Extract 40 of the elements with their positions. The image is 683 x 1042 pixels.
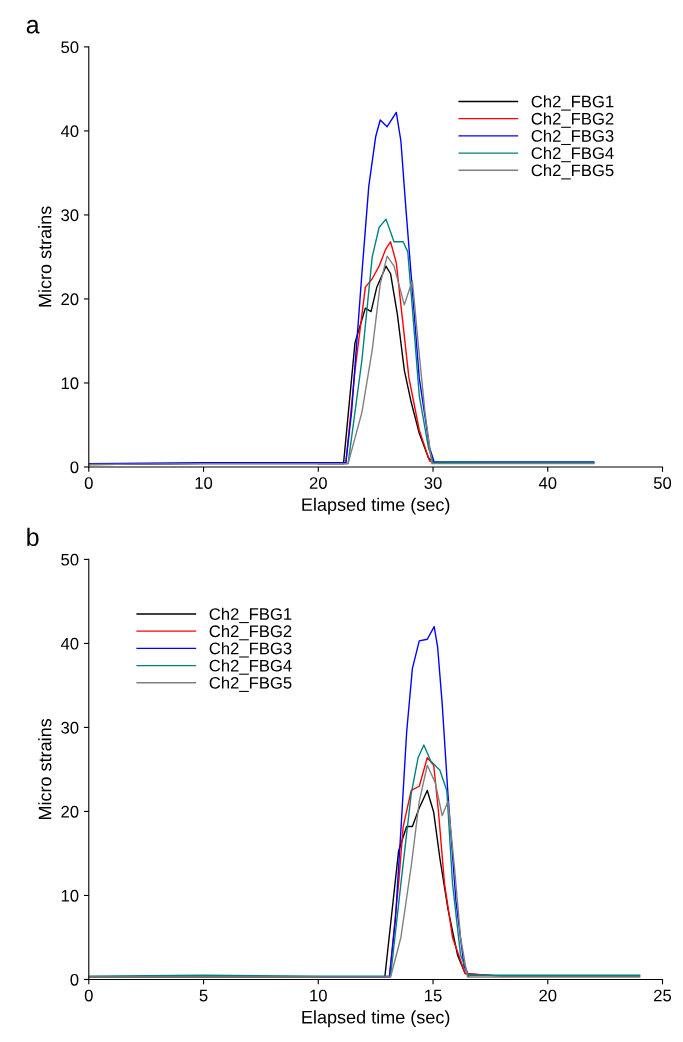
legend-label: Ch2_FBG2 <box>531 112 614 128</box>
legend-label: Ch2_FBG1 <box>531 95 614 111</box>
y-tick-label: 10 <box>61 377 79 390</box>
x-axis-title: Elapsed time (sec) <box>302 1010 450 1028</box>
x-tick-label: 25 <box>654 989 672 1002</box>
x-tick-label: 40 <box>538 477 557 489</box>
y-tick-label: 10 <box>61 889 79 902</box>
y-tick-label: 40 <box>60 125 79 138</box>
x-tick-label: 0 <box>84 477 93 489</box>
y-tick-label: 40 <box>60 637 79 650</box>
y-axis-title: Micro strains <box>38 206 52 307</box>
y-tick-label: 50 <box>61 553 79 566</box>
y-tick-label: 30 <box>61 209 79 222</box>
legend-label: Ch2_FBG3 <box>209 642 292 658</box>
y-tick-label: 20 <box>61 805 79 818</box>
y-tick-label: 20 <box>61 293 79 306</box>
chart-title: b <box>27 527 39 547</box>
x-tick-label: 10 <box>310 989 327 1002</box>
y-tick-label: 50 <box>61 41 79 54</box>
x-axis-title: Elapsed time (sec) <box>302 497 450 515</box>
legend-label: Ch2_FBG1 <box>209 607 292 624</box>
x-tick-label: 20 <box>539 989 557 1002</box>
legend-label: Ch2_FBG4 <box>531 146 614 163</box>
x-tick-label: 30 <box>424 477 442 489</box>
y-tick-label: 0 <box>70 461 79 474</box>
y-tick-label: 30 <box>61 721 79 734</box>
x-tick-label: 10 <box>195 477 213 489</box>
y-tick-label: 0 <box>70 973 79 986</box>
x-tick-label: 0 <box>84 989 93 1002</box>
legend-label: Ch2_FBG3 <box>531 129 614 146</box>
legend-label: Ch2_FBG5 <box>531 164 614 180</box>
x-tick-label: 50 <box>653 477 672 489</box>
x-tick-label: 15 <box>425 989 442 1002</box>
legend-label: Ch2_FBG2 <box>209 624 292 641</box>
legend-label: Ch2_FBG4 <box>209 659 292 675</box>
x-tick-label: 20 <box>309 477 327 489</box>
x-tick-label: 5 <box>199 989 208 1002</box>
chart-title: a <box>26 19 40 34</box>
legend-label: Ch2_FBG5 <box>209 676 292 692</box>
y-axis-title: Micro strains <box>38 718 52 820</box>
